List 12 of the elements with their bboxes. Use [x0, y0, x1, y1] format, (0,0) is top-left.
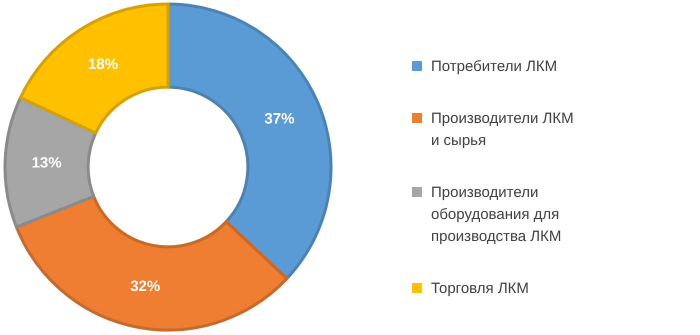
data-label: 18%: [88, 56, 118, 73]
donut-slice: [14, 194, 288, 332]
data-label: 32%: [130, 278, 160, 295]
data-label: 13%: [32, 154, 62, 172]
donut-slice: [4, 96, 98, 229]
donut-slice: [19, 2, 170, 134]
legend-label: Торговля ЛКМ: [431, 280, 529, 297]
legend-label: Производители оборудования для производства ЛКМ: [431, 184, 562, 245]
legend-label: Потребители ЛКМ: [431, 58, 558, 75]
donut-slice: [166, 2, 332, 280]
legend-label: Производители ЛКМ и сырья: [431, 110, 574, 149]
data-label: 37%: [264, 110, 294, 128]
